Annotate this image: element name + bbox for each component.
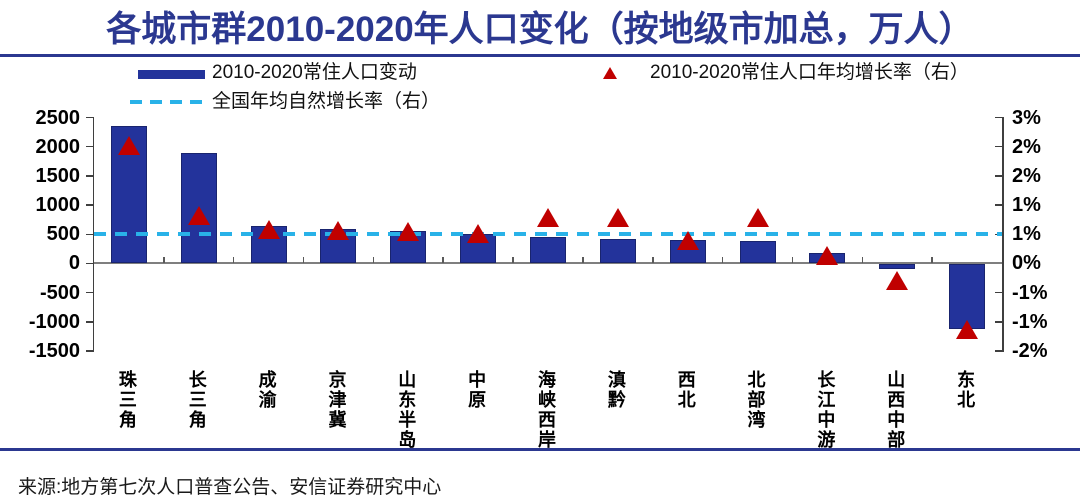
left-axis-tick bbox=[85, 291, 93, 294]
triangle-marker bbox=[467, 223, 490, 243]
zero-gridline bbox=[94, 262, 1002, 264]
left-axis-line bbox=[92, 116, 94, 352]
triangle-marker bbox=[327, 221, 350, 241]
x-axis-tick bbox=[163, 257, 165, 263]
left-axis-tick bbox=[85, 262, 93, 265]
national-rate-dashed-line bbox=[94, 232, 1002, 237]
legend-bar-swatch-icon bbox=[138, 70, 205, 79]
bottom-divider bbox=[0, 448, 1080, 451]
chart-title: 各城市群2010-2020年人口变化（按地级市加总，万人） bbox=[106, 10, 974, 49]
right-axis-tick bbox=[995, 321, 1002, 323]
left-axis-tick bbox=[85, 145, 93, 148]
triangle-marker bbox=[816, 245, 839, 265]
left-axis-tick bbox=[85, 175, 93, 177]
right-axis-tick-label: -2% bbox=[1012, 340, 1048, 362]
x-axis-category-label: 山西中部 bbox=[885, 370, 906, 450]
legend-dashed-line-icon bbox=[130, 100, 202, 104]
left-axis-tick bbox=[85, 233, 93, 235]
x-axis-category-label: 长三角 bbox=[186, 370, 207, 430]
triangle-marker bbox=[537, 208, 559, 228]
legend-dash-label: 全国年均自然增长率（右） bbox=[212, 91, 441, 112]
source-note: 来源:地方第七次人口普查公告、安信证券研究中心 bbox=[18, 477, 442, 498]
right-axis-line bbox=[1002, 116, 1004, 352]
x-axis-category-label: 北部湾 bbox=[745, 370, 766, 430]
bar bbox=[949, 264, 986, 330]
triangle-marker bbox=[187, 206, 210, 226]
triangle-marker bbox=[606, 208, 629, 228]
left-axis-tick bbox=[85, 116, 93, 119]
right-axis-tick-label: 0% bbox=[1012, 252, 1041, 275]
x-axis-tick bbox=[442, 257, 444, 263]
left-axis-tick-label: -500 bbox=[39, 281, 80, 304]
x-axis-tick bbox=[721, 257, 724, 263]
x-axis-tick bbox=[652, 257, 654, 263]
left-axis-tick bbox=[85, 350, 93, 352]
x-axis-category-label: 京津冀 bbox=[326, 370, 347, 430]
right-axis-tick bbox=[995, 350, 1002, 352]
triangle-marker bbox=[886, 271, 909, 291]
triangle-marker bbox=[676, 230, 699, 250]
right-axis-tick-label: 2% bbox=[1012, 135, 1041, 158]
right-axis-tick-label: 1% bbox=[1012, 223, 1041, 246]
right-axis-tick-label: 1% bbox=[1012, 194, 1041, 217]
x-axis-category-label: 成渝 bbox=[256, 370, 277, 410]
right-axis-tick bbox=[995, 291, 1002, 294]
triangle-marker bbox=[397, 222, 420, 242]
legend-bar-label: 2010-2020常住人口变动 bbox=[212, 62, 417, 83]
triangle-marker bbox=[257, 220, 280, 240]
x-axis-category-label: 珠三角 bbox=[116, 370, 137, 430]
x-axis-category-label: 西北 bbox=[675, 370, 696, 410]
right-axis-tick bbox=[995, 204, 1002, 206]
left-axis-tick-label: -1000 bbox=[28, 310, 80, 333]
legend-triangle-icon bbox=[603, 67, 617, 79]
legend-triangle-label: 2010-2020常住人口年均增长率（右） bbox=[650, 62, 969, 83]
left-axis-tick-label: 500 bbox=[46, 223, 80, 246]
x-axis-category-label: 东北 bbox=[955, 370, 976, 410]
bar bbox=[739, 240, 776, 263]
x-axis-category-label: 滇黔 bbox=[605, 370, 626, 410]
x-axis-category-label: 中原 bbox=[466, 370, 487, 410]
left-axis-tick bbox=[85, 204, 93, 206]
x-axis-tick bbox=[232, 257, 235, 263]
right-axis-tick-label: 3% bbox=[1012, 106, 1041, 129]
triangle-marker bbox=[956, 320, 979, 340]
x-axis-tick bbox=[791, 257, 794, 263]
right-axis-tick-label: 2% bbox=[1012, 164, 1041, 187]
left-axis-tick-label: 2500 bbox=[35, 106, 81, 129]
bar bbox=[530, 237, 566, 263]
right-axis-tick bbox=[995, 116, 1002, 119]
x-axis-category-label: 海峡西岸 bbox=[536, 370, 556, 450]
x-axis-tick bbox=[931, 257, 933, 263]
bar bbox=[599, 238, 636, 263]
x-axis-tick bbox=[861, 257, 864, 263]
left-axis-tick bbox=[85, 321, 93, 323]
x-axis-category-label: 长江中游 bbox=[815, 370, 836, 450]
left-axis-tick-label: 1000 bbox=[35, 194, 81, 217]
right-axis-tick-label: -1% bbox=[1012, 281, 1048, 304]
x-axis-tick bbox=[302, 257, 305, 263]
triangle-marker bbox=[117, 136, 140, 156]
x-axis-tick bbox=[582, 257, 584, 263]
left-axis-tick-label: 2000 bbox=[35, 135, 81, 158]
left-axis-tick-label: -1500 bbox=[28, 340, 80, 362]
bar bbox=[879, 264, 916, 269]
left-axis-tick-label: 1500 bbox=[35, 164, 81, 187]
x-axis-tick bbox=[512, 257, 514, 263]
left-axis-tick-label: 0 bbox=[68, 252, 80, 275]
x-axis-tick bbox=[372, 257, 375, 263]
triangle-marker bbox=[746, 208, 769, 228]
right-axis-tick-label: -1% bbox=[1012, 310, 1048, 333]
title-divider bbox=[0, 54, 1080, 57]
x-axis-category-label: 山东半岛 bbox=[396, 370, 417, 450]
right-axis-tick bbox=[995, 145, 1002, 148]
right-axis-tick bbox=[995, 175, 1002, 177]
